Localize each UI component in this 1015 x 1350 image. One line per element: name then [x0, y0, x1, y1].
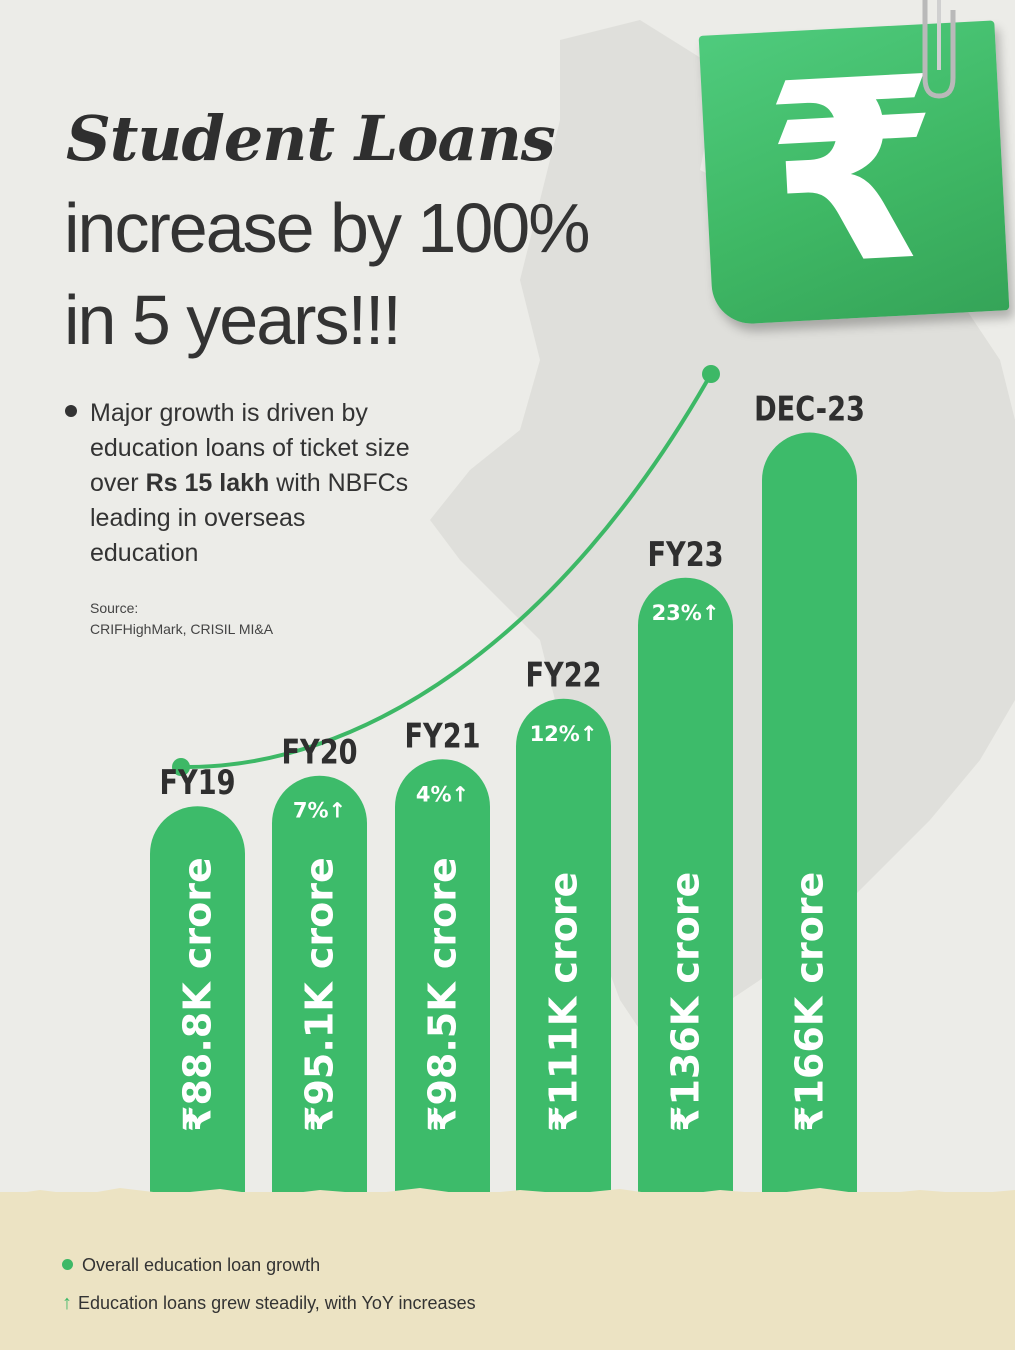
- bar-fy19: [150, 806, 245, 1196]
- legend-yoy-label: Education loans grew steadily, with YoY …: [78, 1293, 476, 1313]
- category-label: DEC-23: [754, 390, 865, 430]
- value-label: ₹98.5K crore: [421, 857, 465, 1132]
- note-text-start: Major growth is driven by education loan…: [90, 399, 410, 497]
- bar-fy20: [272, 775, 367, 1196]
- value-label: ₹88.8K crore: [176, 857, 220, 1132]
- bar-fy23: [638, 577, 733, 1196]
- paper-clip-icon: [922, 0, 956, 99]
- title-line-3: in 5 years!!!: [64, 281, 402, 359]
- trend-start-dot: [172, 758, 190, 776]
- value-label: ₹111K crore: [542, 872, 586, 1132]
- title-line-1: Student Loans: [66, 102, 556, 175]
- source: Source: CRIFHighMark, CRISIL MI&A: [90, 598, 273, 640]
- legend-growth-label: Overall education loan growth: [82, 1255, 321, 1275]
- value-label: ₹95.1K crore: [298, 857, 342, 1132]
- category-label: FY20: [281, 733, 357, 773]
- title-line-2: increase by 100%: [64, 189, 590, 267]
- yoy-label: 12%↑: [530, 722, 598, 746]
- up-arrow-icon: ↑: [62, 1292, 72, 1314]
- green-dot-icon: [62, 1259, 73, 1270]
- bar-fy22: [516, 698, 611, 1196]
- yoy-label: 4%↑: [416, 782, 469, 806]
- category-label: FY23: [647, 535, 723, 575]
- ground-strip: [0, 1192, 1015, 1350]
- legend-growth: Overall education loan growth: [62, 1255, 320, 1276]
- note-text-end: with NBFCs leading in overseas education: [90, 469, 409, 567]
- bar-dec-23: [762, 432, 858, 1196]
- category-label: FY21: [404, 716, 480, 756]
- trend-end-dot: [702, 365, 720, 383]
- growth-trend-line: [180, 373, 713, 770]
- value-label: ₹136K crore: [664, 872, 708, 1132]
- category-label: FY19: [159, 763, 235, 803]
- bar-fy21: [395, 759, 491, 1196]
- value-label: ₹166K crore: [788, 872, 832, 1132]
- note-text: Major growth is driven by education loan…: [90, 396, 420, 571]
- legend-yoy: ↑ Education loans grew steadily, with YoY…: [62, 1292, 476, 1315]
- category-label: FY22: [525, 656, 601, 696]
- source-text: CRIFHighMark, CRISIL MI&A: [90, 621, 274, 637]
- bullet-icon: [65, 405, 77, 417]
- yoy-label: 23%↑: [652, 601, 720, 625]
- yoy-label: 7%↑: [293, 799, 346, 823]
- note-text-bold: Rs 15 lakh: [145, 469, 270, 497]
- source-label: Source:: [90, 600, 139, 616]
